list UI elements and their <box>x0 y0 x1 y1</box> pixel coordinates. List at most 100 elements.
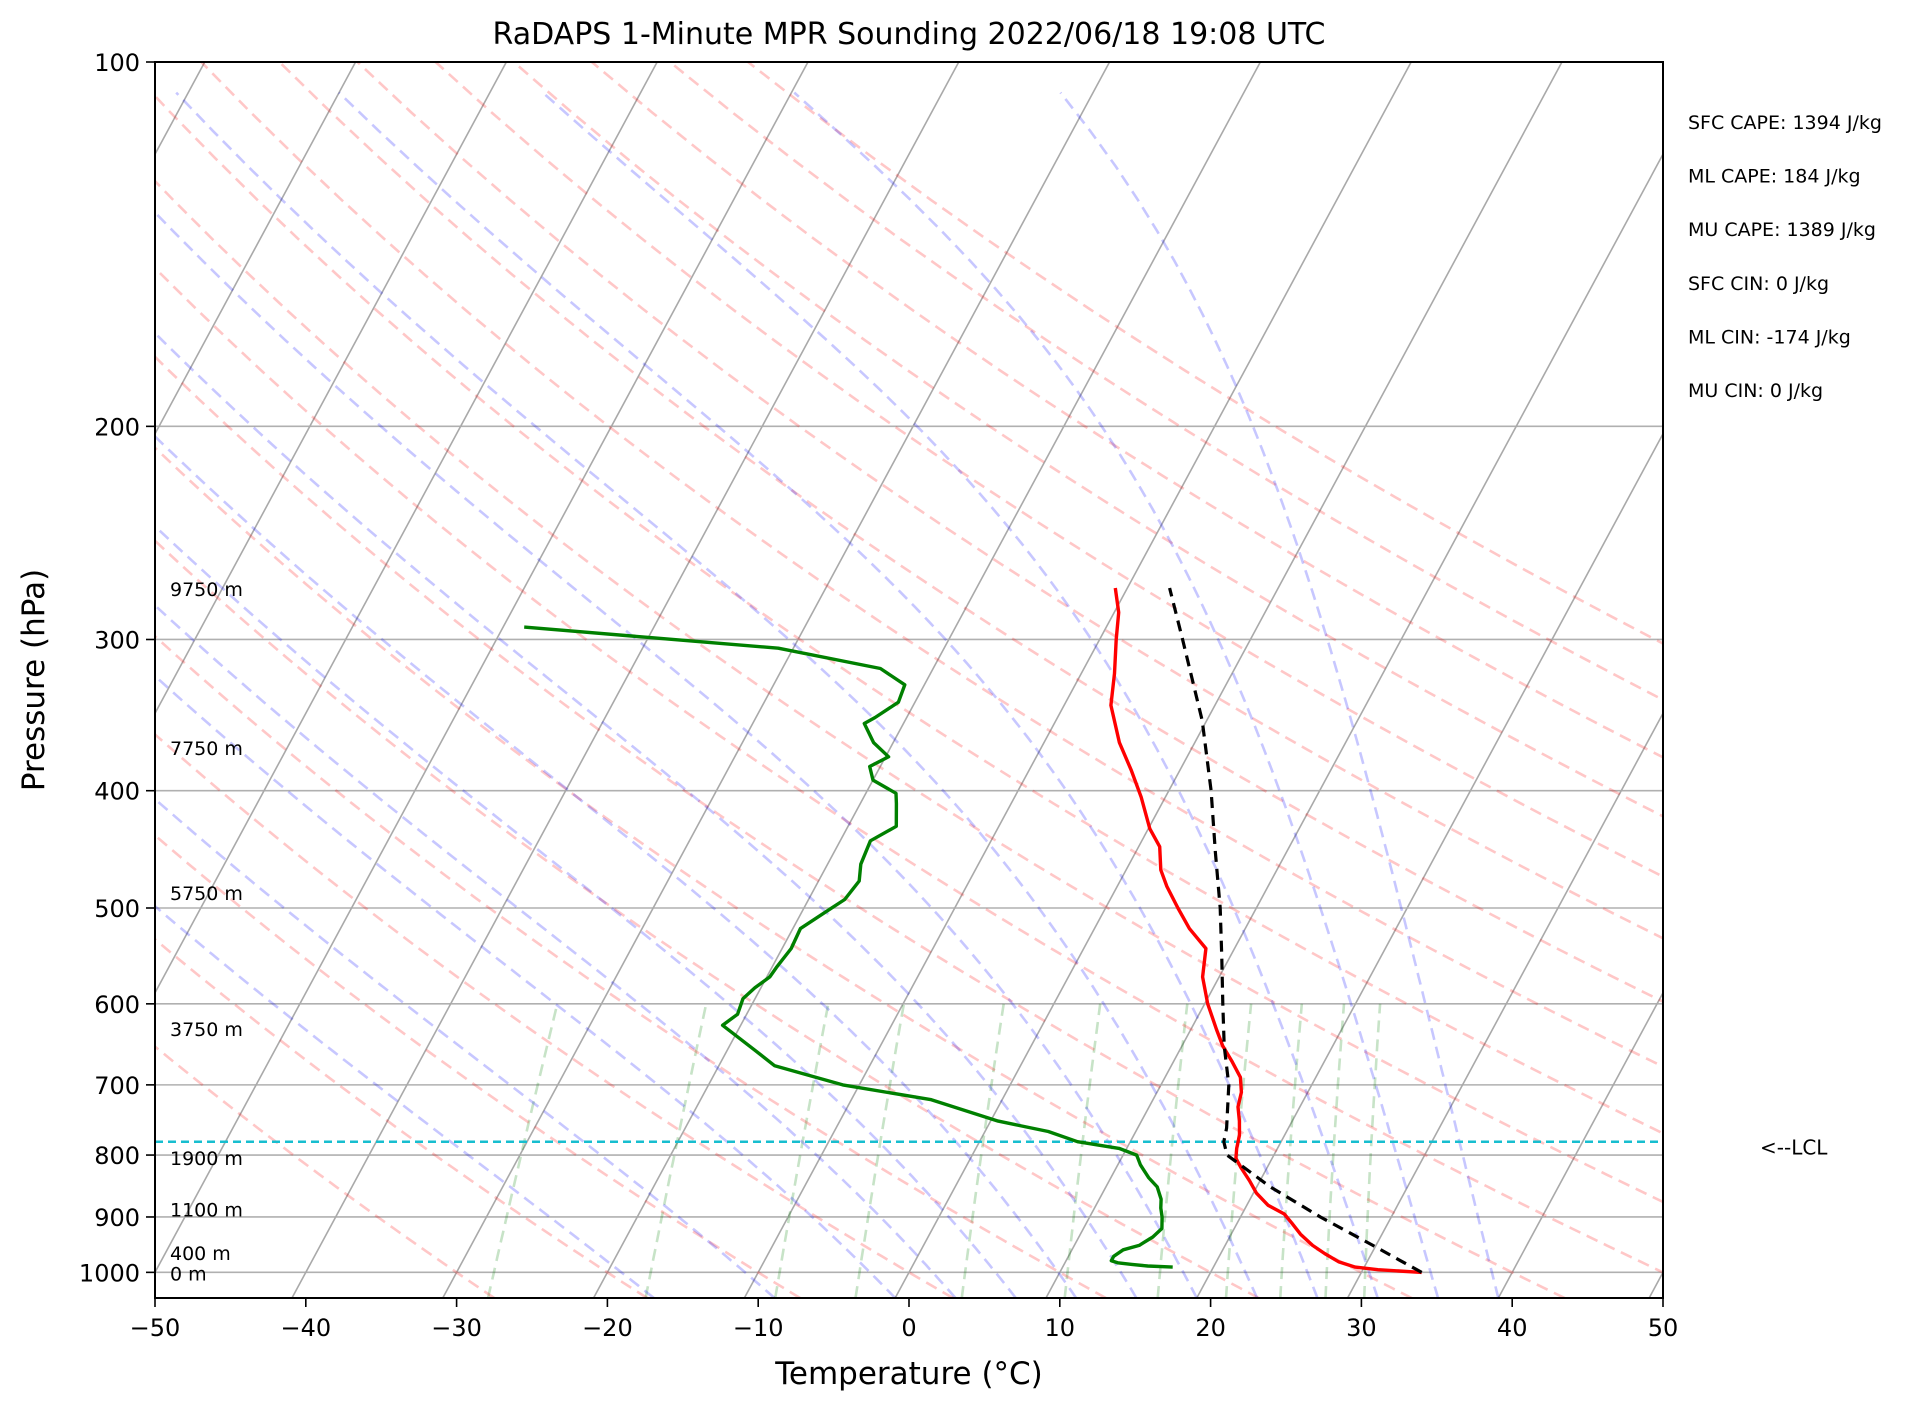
stability-index-text: MU CAPE: 1389 J/kg <box>1688 219 1876 241</box>
moist-adiabat-0 <box>155 674 897 1298</box>
y-tick-label-900: 900 <box>94 1204 140 1232</box>
height-labels: 9750 m 7750 m 5750 m 3750 m 1900 m 1100 m 400 … <box>170 579 243 1285</box>
stability-index-text: ML CAPE: 184 J/kg <box>1688 166 1861 188</box>
moist-adiabat-20 <box>155 210 1198 1298</box>
x-tick-label-20: 20 <box>1195 1314 1226 1342</box>
mixing-ratio-12 <box>1156 1003 1189 1298</box>
isotherm--50 <box>155 62 809 1275</box>
isotherm--80 <box>155 62 357 436</box>
height-label: 7750 m <box>170 738 243 760</box>
dewpoint-profile <box>524 625 1173 1269</box>
mixing-ratio-lines <box>486 1003 1382 1298</box>
height-label: 400 m <box>170 1243 231 1265</box>
height-label: 5750 m <box>170 883 243 905</box>
isotherm-10 <box>1045 152 1663 1298</box>
parcel-profile <box>1168 587 1423 1274</box>
y-tick-label-100: 100 <box>94 49 140 77</box>
dry-adiabat-140 <box>669 62 1663 702</box>
mixing-ratio-20 <box>1279 1003 1304 1298</box>
moist-adiabat-lines <box>155 91 1500 1298</box>
moist-adiabat-8 <box>155 524 1017 1298</box>
moist-adiabat-32 <box>541 91 1379 1298</box>
moist-adiabat-16 <box>155 331 1138 1298</box>
dry-adiabat-90 <box>278 62 1663 1004</box>
isotherm-30 <box>1346 711 1663 1298</box>
moist-adiabat--8 <box>155 797 776 1298</box>
dry-adiabat--20 <box>155 937 648 1298</box>
moist-adiabat-40 <box>1059 91 1500 1298</box>
x-tick-label-10: 10 <box>1045 1314 1076 1342</box>
dry-adiabat-80 <box>200 62 1663 1069</box>
isotherm--70 <box>155 62 508 715</box>
x-tick-label--10: −10 <box>733 1314 784 1342</box>
x-tick-label--20: −20 <box>582 1314 633 1342</box>
height-label: 3750 m <box>170 1019 243 1041</box>
stability-indices: SFC CAPE: 1394 J/kg ML CAPE: 184 J/kg MU C… <box>1688 112 1882 402</box>
x-tick-label--50: −50 <box>130 1314 181 1342</box>
mixing-ratio-16 <box>1224 1003 1253 1298</box>
dry-adiabat--10 <box>155 833 801 1298</box>
dry-adiabat-50 <box>155 266 1663 1274</box>
isotherm-0 <box>894 62 1563 1298</box>
stability-index-text: ML CIN: -174 J/kg <box>1688 326 1851 348</box>
lcl-label: <--LCL <box>1760 1136 1828 1160</box>
moist-adiabat-36 <box>793 91 1440 1298</box>
y-tick-label-1000: 1000 <box>79 1259 140 1287</box>
mixing-ratio-0.4 <box>486 1003 559 1298</box>
dry-adiabat-70 <box>155 94 1663 1135</box>
x-tick-label--40: −40 <box>280 1314 331 1342</box>
isotherm--60 <box>155 62 658 995</box>
height-label: 0 m <box>170 1263 207 1285</box>
y-tick-label-700: 700 <box>94 1072 140 1100</box>
y-tick-label-500: 500 <box>94 895 140 923</box>
stability-index-text: SFC CIN: 0 J/kg <box>1688 273 1829 295</box>
temperature-profile <box>1109 587 1422 1275</box>
mixing-ratio-1 <box>644 1003 708 1298</box>
y-tick-label-600: 600 <box>94 991 140 1019</box>
stability-index-text: SFC CAPE: 1394 J/kg <box>1688 112 1882 134</box>
isotherm--20 <box>592 62 1262 1298</box>
stability-index-text: MU CIN: 0 J/kg <box>1688 380 1823 402</box>
mixing-ratio-8 <box>1063 1003 1102 1298</box>
moist-adiabat-24 <box>175 91 1259 1298</box>
y-tick-label-300: 300 <box>94 626 140 654</box>
moist-adiabat--16 <box>155 904 655 1298</box>
height-label: 9750 m <box>170 579 243 601</box>
isotherm-20 <box>1196 432 1663 1298</box>
mixing-ratio-2 <box>773 1003 830 1298</box>
moist-adiabat-12 <box>155 434 1078 1298</box>
mixing-ratio-3 <box>854 1003 906 1298</box>
moist-adiabat-28 <box>337 91 1319 1298</box>
plot-area <box>155 62 1663 1298</box>
x-tick-label-30: 30 <box>1346 1314 1377 1342</box>
x-axis-label: Temperature (°C) <box>774 1356 1043 1392</box>
y-tick-label-400: 400 <box>94 778 140 806</box>
height-label: 1900 m <box>170 1148 243 1170</box>
y-axis-label: Pressure (hPa) <box>16 569 52 791</box>
y-axis-ticks: 100 200 300 400 500 600 700 800 900 1000 <box>79 49 155 1287</box>
isotherm-lines <box>155 62 1663 1298</box>
mixing-ratio-28 <box>1362 1003 1382 1298</box>
y-tick-label-800: 800 <box>94 1142 140 1170</box>
isotherm-40 <box>1497 991 1663 1298</box>
chart-title: RaDAPS 1-Minute MPR Sounding 2022/06/18 … <box>493 17 1326 52</box>
dry-adiabat-30 <box>155 445 1413 1298</box>
dry-adiabat-10 <box>155 634 1107 1298</box>
dry-adiabat-150 <box>747 62 1663 645</box>
x-tick-label-0: 0 <box>901 1314 916 1342</box>
height-label: 1100 m <box>170 1200 243 1222</box>
mixing-ratio-24 <box>1324 1003 1346 1298</box>
dry-adiabat-100 <box>356 62 1663 940</box>
x-tick-label--30: −30 <box>431 1314 482 1342</box>
isotherm--10 <box>743 62 1412 1298</box>
y-tick-label-200: 200 <box>94 413 140 441</box>
dry-adiabat-20 <box>155 539 1260 1298</box>
dry-adiabat-lines <box>155 62 1663 1298</box>
isotherm--30 <box>442 62 1111 1298</box>
sounding-profiles <box>524 587 1423 1275</box>
x-tick-label-50: 50 <box>1648 1314 1679 1342</box>
x-tick-label-40: 40 <box>1497 1314 1528 1342</box>
dry-adiabat-120 <box>512 62 1663 818</box>
